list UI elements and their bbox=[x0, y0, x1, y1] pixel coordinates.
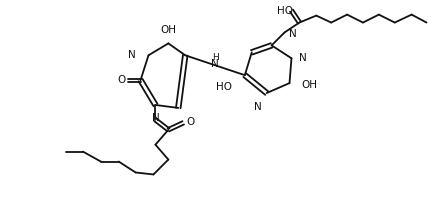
Text: OH: OH bbox=[301, 80, 317, 90]
Text: O: O bbox=[186, 117, 194, 127]
Text: N: N bbox=[211, 59, 219, 69]
Text: N: N bbox=[254, 102, 262, 112]
Text: N: N bbox=[300, 53, 307, 63]
Text: N: N bbox=[289, 30, 296, 39]
Text: OH: OH bbox=[160, 25, 176, 35]
Text: O: O bbox=[117, 75, 126, 85]
Text: H: H bbox=[211, 53, 218, 62]
Text: N: N bbox=[152, 113, 159, 123]
Text: N: N bbox=[128, 50, 136, 60]
Text: HO: HO bbox=[276, 6, 293, 16]
Text: HO: HO bbox=[216, 82, 232, 92]
